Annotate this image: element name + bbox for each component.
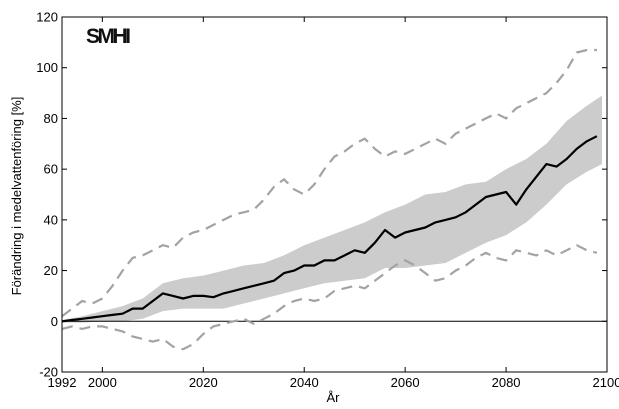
x-tick-label: 2080 — [492, 375, 521, 390]
upper-extreme-line — [61, 48, 597, 318]
x-tick-label: 2100 — [593, 375, 619, 390]
extreme-lines-layer — [61, 48, 598, 351]
x-tick-label: 1992 — [48, 375, 77, 390]
uncertainty-band-layer — [62, 95, 602, 323]
smhi-logo: SMHI — [86, 25, 130, 48]
axes-layer — [61, 16, 608, 373]
y-axis-title: Förändring i medelvattenföring [%] — [9, 97, 24, 296]
y-tick-label: 80 — [44, 111, 58, 126]
lower-extreme-line — [61, 243, 598, 351]
y-tick-label: 20 — [44, 263, 58, 278]
y-tick-label: 0 — [51, 314, 58, 329]
median-line — [61, 135, 598, 323]
y-tick-label: -20 — [39, 365, 58, 380]
x-tick-label: 2020 — [189, 375, 218, 390]
median-line-layer — [61, 135, 598, 323]
y-tick-label: 100 — [36, 60, 58, 75]
y-tick-label: 60 — [44, 162, 58, 177]
y-tick-label: 40 — [44, 212, 58, 227]
plot-frame — [61, 16, 608, 373]
x-tick-label: 2040 — [290, 375, 319, 390]
x-axis-title: År — [327, 390, 341, 405]
x-tick-label: 2060 — [391, 375, 420, 390]
uncertainty-band — [62, 95, 602, 323]
y-tick-label: 120 — [36, 10, 58, 25]
x-tick-label: 2000 — [88, 375, 117, 390]
